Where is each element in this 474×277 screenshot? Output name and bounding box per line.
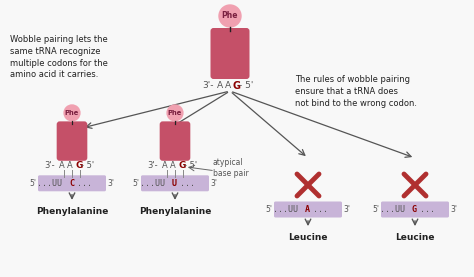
Text: Wobble pairing lets the
same tRNA recognize
multiple codons for the
amino acid i: Wobble pairing lets the same tRNA recogn…: [10, 35, 108, 79]
FancyBboxPatch shape: [381, 201, 449, 217]
Text: - 5': - 5': [82, 161, 94, 170]
Text: A: A: [67, 161, 73, 170]
Text: 3': 3': [344, 205, 350, 214]
Text: 3': 3': [450, 205, 457, 214]
FancyBboxPatch shape: [38, 175, 106, 191]
Text: Phe: Phe: [222, 12, 238, 20]
FancyBboxPatch shape: [57, 121, 87, 161]
Text: Phe: Phe: [65, 110, 79, 116]
Text: Phenylalanine: Phenylalanine: [36, 207, 108, 216]
Text: ...UU: ...UU: [380, 205, 405, 214]
Text: G: G: [178, 161, 186, 170]
Text: 3'-: 3'-: [202, 81, 214, 91]
Text: 5': 5': [373, 205, 380, 214]
Text: - 5': - 5': [184, 161, 198, 170]
Text: Leucine: Leucine: [288, 234, 328, 242]
Text: Leucine: Leucine: [395, 234, 435, 242]
Circle shape: [64, 105, 80, 121]
Text: G: G: [412, 205, 417, 214]
Text: 5': 5': [265, 205, 273, 214]
Text: - 5': - 5': [239, 81, 253, 91]
Text: 3'-: 3'-: [148, 161, 158, 170]
FancyBboxPatch shape: [141, 175, 209, 191]
Text: 5': 5': [133, 179, 139, 188]
Text: G: G: [233, 81, 241, 91]
Text: A: A: [170, 161, 176, 170]
Text: C: C: [69, 179, 74, 188]
FancyBboxPatch shape: [210, 28, 249, 79]
Text: ...UU: ...UU: [273, 205, 298, 214]
Text: 3': 3': [210, 179, 218, 188]
Circle shape: [219, 5, 241, 27]
Text: 3': 3': [108, 179, 115, 188]
Text: A: A: [217, 81, 223, 91]
Text: atypical
base pair: atypical base pair: [213, 158, 249, 178]
Text: ...: ...: [77, 179, 92, 188]
Text: ...UU: ...UU: [37, 179, 62, 188]
Text: ...: ...: [313, 205, 328, 214]
Text: ...: ...: [180, 179, 195, 188]
Text: A: A: [59, 161, 65, 170]
Text: Phenylalanine: Phenylalanine: [139, 207, 211, 216]
Text: Phe: Phe: [168, 110, 182, 116]
Text: ...: ...: [420, 205, 435, 214]
Text: A: A: [225, 81, 231, 91]
FancyBboxPatch shape: [274, 201, 342, 217]
Text: 3'-: 3'-: [45, 161, 55, 170]
Text: 5': 5': [29, 179, 36, 188]
Text: A: A: [305, 205, 310, 214]
Circle shape: [167, 105, 183, 121]
Text: ...UU: ...UU: [140, 179, 165, 188]
FancyBboxPatch shape: [160, 121, 191, 161]
Text: G: G: [75, 161, 82, 170]
Text: A: A: [162, 161, 168, 170]
Text: U: U: [172, 179, 177, 188]
Text: The rules of wobble pairing
ensure that a tRNA does
not bind to the wrong codon.: The rules of wobble pairing ensure that …: [295, 75, 417, 107]
